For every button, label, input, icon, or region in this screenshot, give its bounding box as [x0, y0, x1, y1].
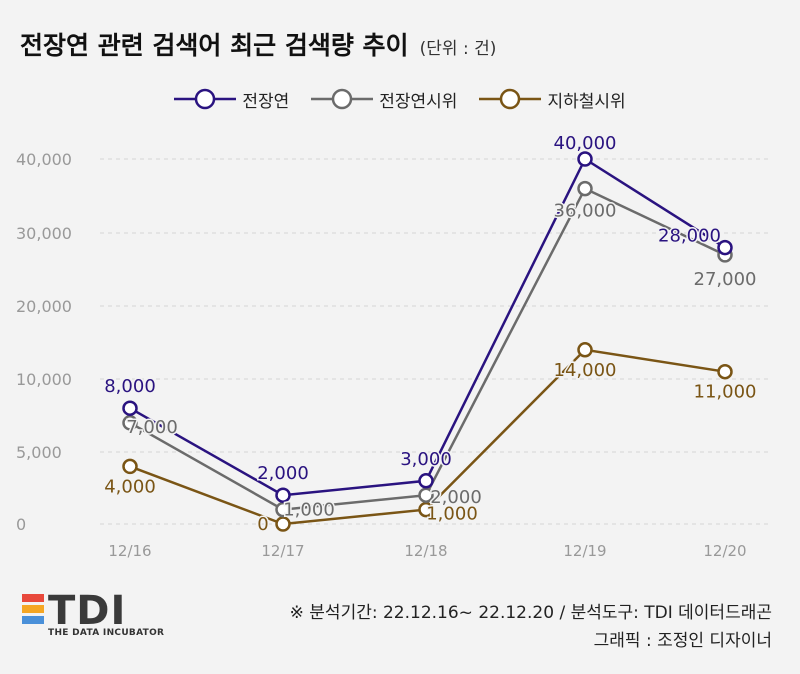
x-tick-label: 12/17: [261, 542, 304, 560]
series-0-point: [275, 487, 291, 503]
series-0-data-label: 8,000: [104, 376, 156, 397]
series-2-point: [418, 501, 434, 518]
series-2-point: [122, 458, 138, 475]
series-0-data-label: 2,000: [257, 463, 309, 484]
series-2-data-label: 1,000: [426, 504, 478, 525]
series-1-data-label: 1,000: [283, 500, 335, 521]
series-2-data-label: 14,000: [554, 360, 617, 381]
series-2-point: [577, 342, 593, 358]
logo-bar-blue: [22, 616, 44, 624]
unit-note: (단위 : 건): [419, 39, 497, 59]
y-tick-label: 40,000: [16, 150, 72, 169]
source-note: ※ 분석기간: 22.12.16~ 22.12.20 / 분석도구: TDI 데…: [289, 603, 772, 623]
legend-label-0: 전장연: [242, 91, 290, 112]
legend-label-1: 전장연시위: [379, 91, 458, 112]
y-tick-label: 0: [16, 515, 26, 534]
series-0-point: [418, 473, 434, 489]
series-1-data-label: 7,000: [126, 417, 178, 438]
legend: 전장연 전장연시위 지하철시위: [0, 86, 800, 112]
legend-swatch-2: [479, 88, 542, 110]
y-tick-label: 20,000: [16, 297, 72, 316]
logo-bar-red: [22, 594, 44, 602]
x-tick-label: 12/18: [404, 542, 447, 560]
chart-title: 전장연 관련 검색어 최근 검색량 추이: [20, 31, 409, 60]
y-tick-label: 30,000: [16, 224, 72, 243]
series-2-data-label: 11,000: [694, 382, 757, 403]
legend-swatch-1: [311, 88, 374, 110]
series-2-data-label: 4,000: [104, 476, 156, 497]
series-0-data-label: 40,000: [554, 133, 617, 154]
series-0-data-label: 28,000: [658, 226, 721, 247]
legend-item-series-0: 전장연: [174, 86, 289, 112]
series-1-point: [275, 501, 291, 518]
title-row: 전장연 관련 검색어 최근 검색량 추이 (단위 : 건): [20, 26, 496, 62]
series-0-point: [122, 400, 138, 416]
series-0-point: [717, 239, 733, 256]
y-tick-label: 5,000: [16, 443, 62, 462]
series-line-0: [129, 157, 726, 497]
legend-item-series-2: 지하철시위: [479, 86, 626, 112]
legend-item-series-1: 전장연시위: [311, 86, 457, 112]
series-0-data-label: 3,000: [400, 449, 452, 470]
series-2-point: [275, 516, 291, 532]
legend-marker-0: [195, 88, 216, 110]
series-1-point: [122, 415, 138, 431]
series-1-data-label: 36,000: [554, 201, 617, 222]
logo-wordmark: TDI: [48, 588, 127, 634]
legend-marker-1: [332, 88, 353, 110]
legend-marker-2: [500, 88, 521, 110]
logo-bar-orange: [22, 605, 44, 613]
series-1-point: [418, 487, 434, 503]
x-tick-label: 12/16: [108, 542, 151, 560]
legend-swatch-0: [174, 88, 237, 110]
series-1-data-label: 2,000: [430, 487, 482, 508]
series-1-point: [577, 180, 593, 197]
y-tick-label: 10,000: [16, 370, 72, 389]
series-0-point: [577, 151, 593, 167]
series-1-data-label: 27,000: [694, 269, 757, 290]
series-2-point: [717, 363, 733, 380]
credit-note: 그래픽 : 조정인 디자이너: [593, 631, 772, 651]
logo-tagline: THE DATA INCUBATOR: [48, 628, 165, 638]
x-tick-label: 12/19: [563, 542, 606, 560]
series-2-data-label: 0: [257, 514, 268, 535]
x-tick-label: 12/20: [703, 542, 746, 560]
legend-label-2: 지하철시위: [547, 91, 626, 112]
